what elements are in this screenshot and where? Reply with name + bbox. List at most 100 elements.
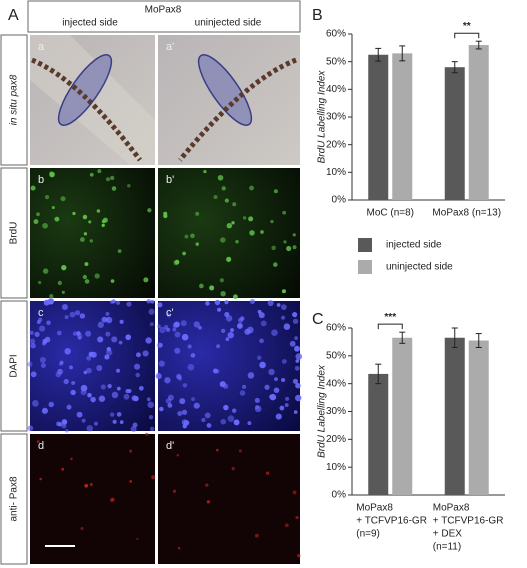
x-tick-label: MoPax8 — [433, 503, 470, 514]
nucleus — [79, 237, 85, 242]
nucleus — [72, 211, 76, 216]
nucleus — [33, 219, 39, 225]
nucleus — [167, 403, 173, 408]
nucleus — [42, 268, 49, 274]
nucleus — [138, 385, 144, 391]
nucleus — [158, 343, 163, 348]
nucleus — [157, 324, 161, 329]
nucleus — [119, 420, 124, 424]
nucleus — [30, 185, 36, 191]
nucleus — [129, 480, 132, 483]
nucleus — [106, 349, 113, 356]
bar — [444, 67, 465, 200]
nucleus — [57, 280, 62, 286]
nucleus — [283, 240, 287, 244]
panel-label: B — [312, 7, 323, 24]
nucleus — [259, 338, 264, 344]
nucleus — [214, 299, 221, 306]
nucleus — [72, 331, 78, 336]
x-tick-label: MoPax8 — [356, 503, 393, 514]
y-axis-title: BrdU Labelling Index — [317, 364, 328, 458]
y-tick-label: 60% — [326, 29, 346, 40]
nucleus — [61, 290, 65, 294]
nucleus — [110, 412, 115, 417]
nucleus — [155, 373, 162, 380]
nucleus — [132, 422, 138, 428]
nucleus — [224, 311, 230, 318]
nucleus — [293, 410, 298, 414]
nucleus — [29, 338, 36, 345]
x-tick-label: + DEX — [433, 529, 463, 540]
nucleus — [257, 355, 262, 361]
nucleus — [27, 361, 33, 367]
nucleus — [51, 205, 55, 210]
nucleus — [224, 300, 229, 305]
y-tick-label: 30% — [326, 406, 346, 417]
nucleus — [206, 500, 211, 504]
nucleus — [257, 309, 262, 314]
nucleus — [281, 315, 286, 320]
nucleus — [212, 368, 218, 374]
y-tick-label: 40% — [326, 378, 346, 389]
nucleus — [61, 419, 68, 425]
y-tick-label: 20% — [326, 434, 346, 445]
nucleus — [116, 300, 121, 305]
nucleus — [173, 321, 180, 328]
panel-sublabel: a — [38, 41, 45, 53]
nucleus — [220, 237, 226, 243]
nucleus — [201, 417, 206, 423]
nucleus — [39, 356, 46, 363]
nucleus — [231, 221, 235, 225]
nucleus — [286, 245, 292, 252]
nucleus — [69, 311, 76, 318]
nucleus — [247, 372, 255, 379]
nucleus — [109, 175, 115, 181]
nucleus — [182, 383, 188, 388]
nucleus — [226, 256, 232, 262]
header-title: MoPax8 — [145, 5, 182, 16]
nucleus — [159, 326, 166, 334]
nucleus — [209, 285, 215, 291]
nucleus — [269, 394, 273, 399]
nucleus — [221, 186, 226, 191]
nucleus — [178, 376, 183, 381]
nucleus — [98, 395, 106, 402]
significance-bracket — [377, 323, 403, 330]
nucleus — [260, 230, 264, 234]
nucleus — [267, 300, 274, 307]
nucleus — [130, 425, 137, 432]
nucleus — [30, 343, 36, 349]
nucleus — [174, 347, 181, 354]
nucleus — [39, 325, 46, 332]
nucleus — [231, 408, 237, 413]
y-tick-label: 50% — [326, 350, 346, 361]
nucleus — [84, 483, 89, 488]
nucleus — [136, 352, 141, 358]
nucleus — [48, 401, 54, 408]
nucleus — [70, 389, 76, 396]
nucleus — [281, 359, 287, 364]
nucleus — [84, 262, 89, 267]
nucleus — [274, 377, 278, 381]
nucleus — [255, 405, 260, 410]
nucleus — [281, 289, 286, 294]
nucleus — [191, 397, 196, 402]
nucleus — [82, 214, 88, 220]
nucleus — [127, 184, 131, 188]
nucleus — [265, 471, 270, 475]
nucleus — [111, 299, 116, 304]
nucleus — [165, 398, 172, 404]
header-left: injected side — [62, 18, 118, 29]
nucleus — [102, 217, 108, 223]
nucleus — [77, 333, 83, 339]
nucleus — [292, 245, 297, 250]
nucleus — [292, 378, 299, 384]
nucleus — [233, 419, 240, 426]
nucleus — [127, 389, 132, 393]
nucleus — [283, 323, 291, 330]
nucleus — [273, 189, 278, 194]
nucleus — [284, 403, 289, 408]
nucleus — [295, 353, 303, 360]
nucleus — [264, 384, 270, 390]
